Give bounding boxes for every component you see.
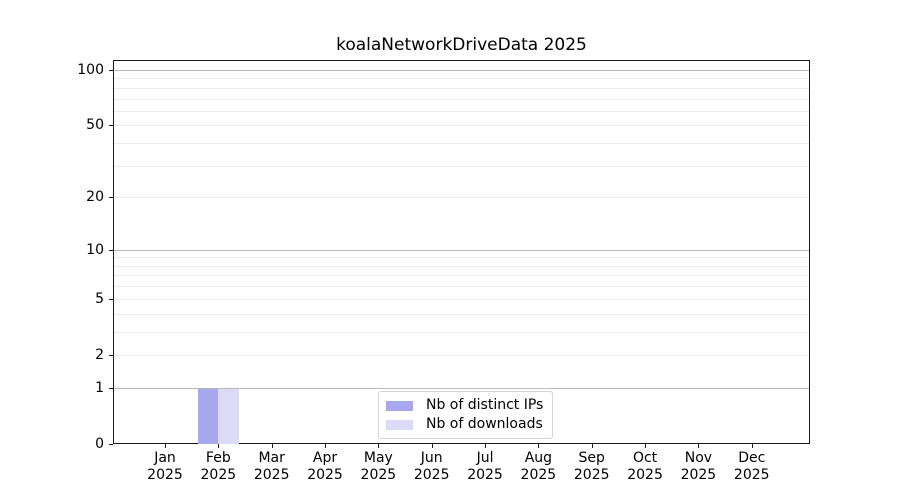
x-tick-label: May 2025 <box>336 450 420 484</box>
legend-label: Nb of downloads <box>426 416 543 432</box>
x-tick-label: Oct 2025 <box>603 450 687 484</box>
gridline-major <box>114 69 809 71</box>
x-tick-mark <box>325 444 327 448</box>
x-tick-mark <box>591 444 593 448</box>
x-tick-label: Jun 2025 <box>390 450 474 484</box>
x-tick-mark <box>645 444 647 448</box>
x-tick-mark <box>431 444 433 448</box>
y-tick-label: 2 <box>95 346 104 363</box>
x-tick-label: Feb 2025 <box>176 450 260 484</box>
x-tick-label: Dec 2025 <box>710 450 794 484</box>
x-tick-mark <box>538 444 540 448</box>
y-tick-label: 50 <box>86 117 104 134</box>
y-tick-mark <box>109 355 113 356</box>
x-tick-month: May <box>363 450 393 466</box>
y-tick-mark <box>109 388 113 389</box>
gridline-minor <box>114 125 809 127</box>
gridline-minor <box>114 78 809 80</box>
gridline-minor <box>114 98 809 100</box>
x-tick-mark <box>698 444 700 448</box>
x-tick-year: 2025 <box>307 467 343 483</box>
gridline-minor <box>114 313 809 315</box>
x-tick-year: 2025 <box>520 467 557 483</box>
x-tick-year: 2025 <box>627 467 663 483</box>
x-tick-month: Aug <box>524 450 553 466</box>
x-tick-label: Nov 2025 <box>656 450 740 484</box>
gridline-minor <box>114 331 809 333</box>
gridline-minor <box>114 275 809 277</box>
x-tick-year: 2025 <box>467 467 503 483</box>
legend-entry: Nb of distinct IPs <box>386 398 543 413</box>
y-tick-mark <box>109 197 113 198</box>
x-tick-month: Dec <box>738 450 766 466</box>
x-tick-month: Jul <box>476 450 494 466</box>
x-tick-year: 2025 <box>253 467 290 483</box>
x-tick-month: Mar <box>258 450 285 466</box>
gridline-minor <box>114 143 809 145</box>
y-tick-mark <box>109 250 113 251</box>
x-tick-year: 2025 <box>413 467 450 483</box>
y-tick-label: 0 <box>95 436 104 452</box>
gridline-major <box>114 249 809 251</box>
y-tick-label: 1 <box>95 379 104 396</box>
x-tick-year: 2025 <box>200 467 237 483</box>
bar-distinct-ips <box>197 388 219 444</box>
x-tick-month: Apr <box>312 450 338 466</box>
x-tick-month: Feb <box>205 450 231 466</box>
x-tick-year: 2025 <box>733 467 770 483</box>
x-tick-year: 2025 <box>573 467 610 483</box>
legend-swatch <box>386 400 413 411</box>
y-tick-mark <box>109 70 113 71</box>
x-tick-label: Jan 2025 <box>123 450 207 484</box>
plot-area <box>113 60 810 444</box>
x-tick-month: Oct <box>632 450 658 466</box>
x-tick-label: Apr 2025 <box>283 450 367 484</box>
gridline-minor <box>114 87 809 89</box>
y-tick-mark <box>109 444 113 445</box>
x-tick-month: Jun <box>420 450 443 466</box>
bar-downloads <box>218 388 239 444</box>
gridline-major <box>114 387 809 389</box>
gridline-minor <box>114 265 809 267</box>
x-tick-mark <box>165 444 166 448</box>
x-tick-mark <box>218 444 220 448</box>
x-tick-year: 2025 <box>680 467 717 483</box>
x-tick-mark <box>378 444 380 448</box>
gridline-minor <box>114 110 809 112</box>
legend-label: Nb of distinct IPs <box>426 397 544 413</box>
y-tick-mark <box>109 299 113 300</box>
x-tick-mark <box>751 444 753 448</box>
x-tick-label: Aug 2025 <box>496 450 580 484</box>
gridline-minor <box>114 257 809 259</box>
legend-swatch <box>386 419 413 430</box>
x-tick-month: Nov <box>684 450 713 466</box>
chart-title: koalaNetworkDriveData 2025 <box>336 35 587 55</box>
y-tick-label: 5 <box>95 290 104 307</box>
x-tick-month: Sep <box>578 450 605 466</box>
x-tick-label: Jul 2025 <box>443 450 527 484</box>
x-tick-mark <box>485 444 487 448</box>
gridline-minor <box>114 354 809 356</box>
y-tick-label: 20 <box>86 189 104 206</box>
x-tick-month: Jan <box>154 450 176 466</box>
x-tick-year: 2025 <box>147 467 183 483</box>
gridline-minor <box>114 298 809 300</box>
x-tick-mark <box>271 444 273 448</box>
x-tick-label: Sep 2025 <box>550 450 634 484</box>
legend: Nb of distinct IPs Nb of downloads <box>378 391 554 439</box>
legend-entry: Nb of downloads <box>386 417 543 432</box>
x-tick-label: Mar 2025 <box>230 450 314 484</box>
gridline-minor <box>114 197 809 199</box>
y-tick-label: 100 <box>77 61 104 78</box>
gridline-minor <box>114 286 809 288</box>
y-tick-label: 10 <box>86 241 104 258</box>
x-tick-year: 2025 <box>360 467 397 483</box>
gridline-minor <box>114 165 809 167</box>
y-tick-mark <box>109 125 113 126</box>
